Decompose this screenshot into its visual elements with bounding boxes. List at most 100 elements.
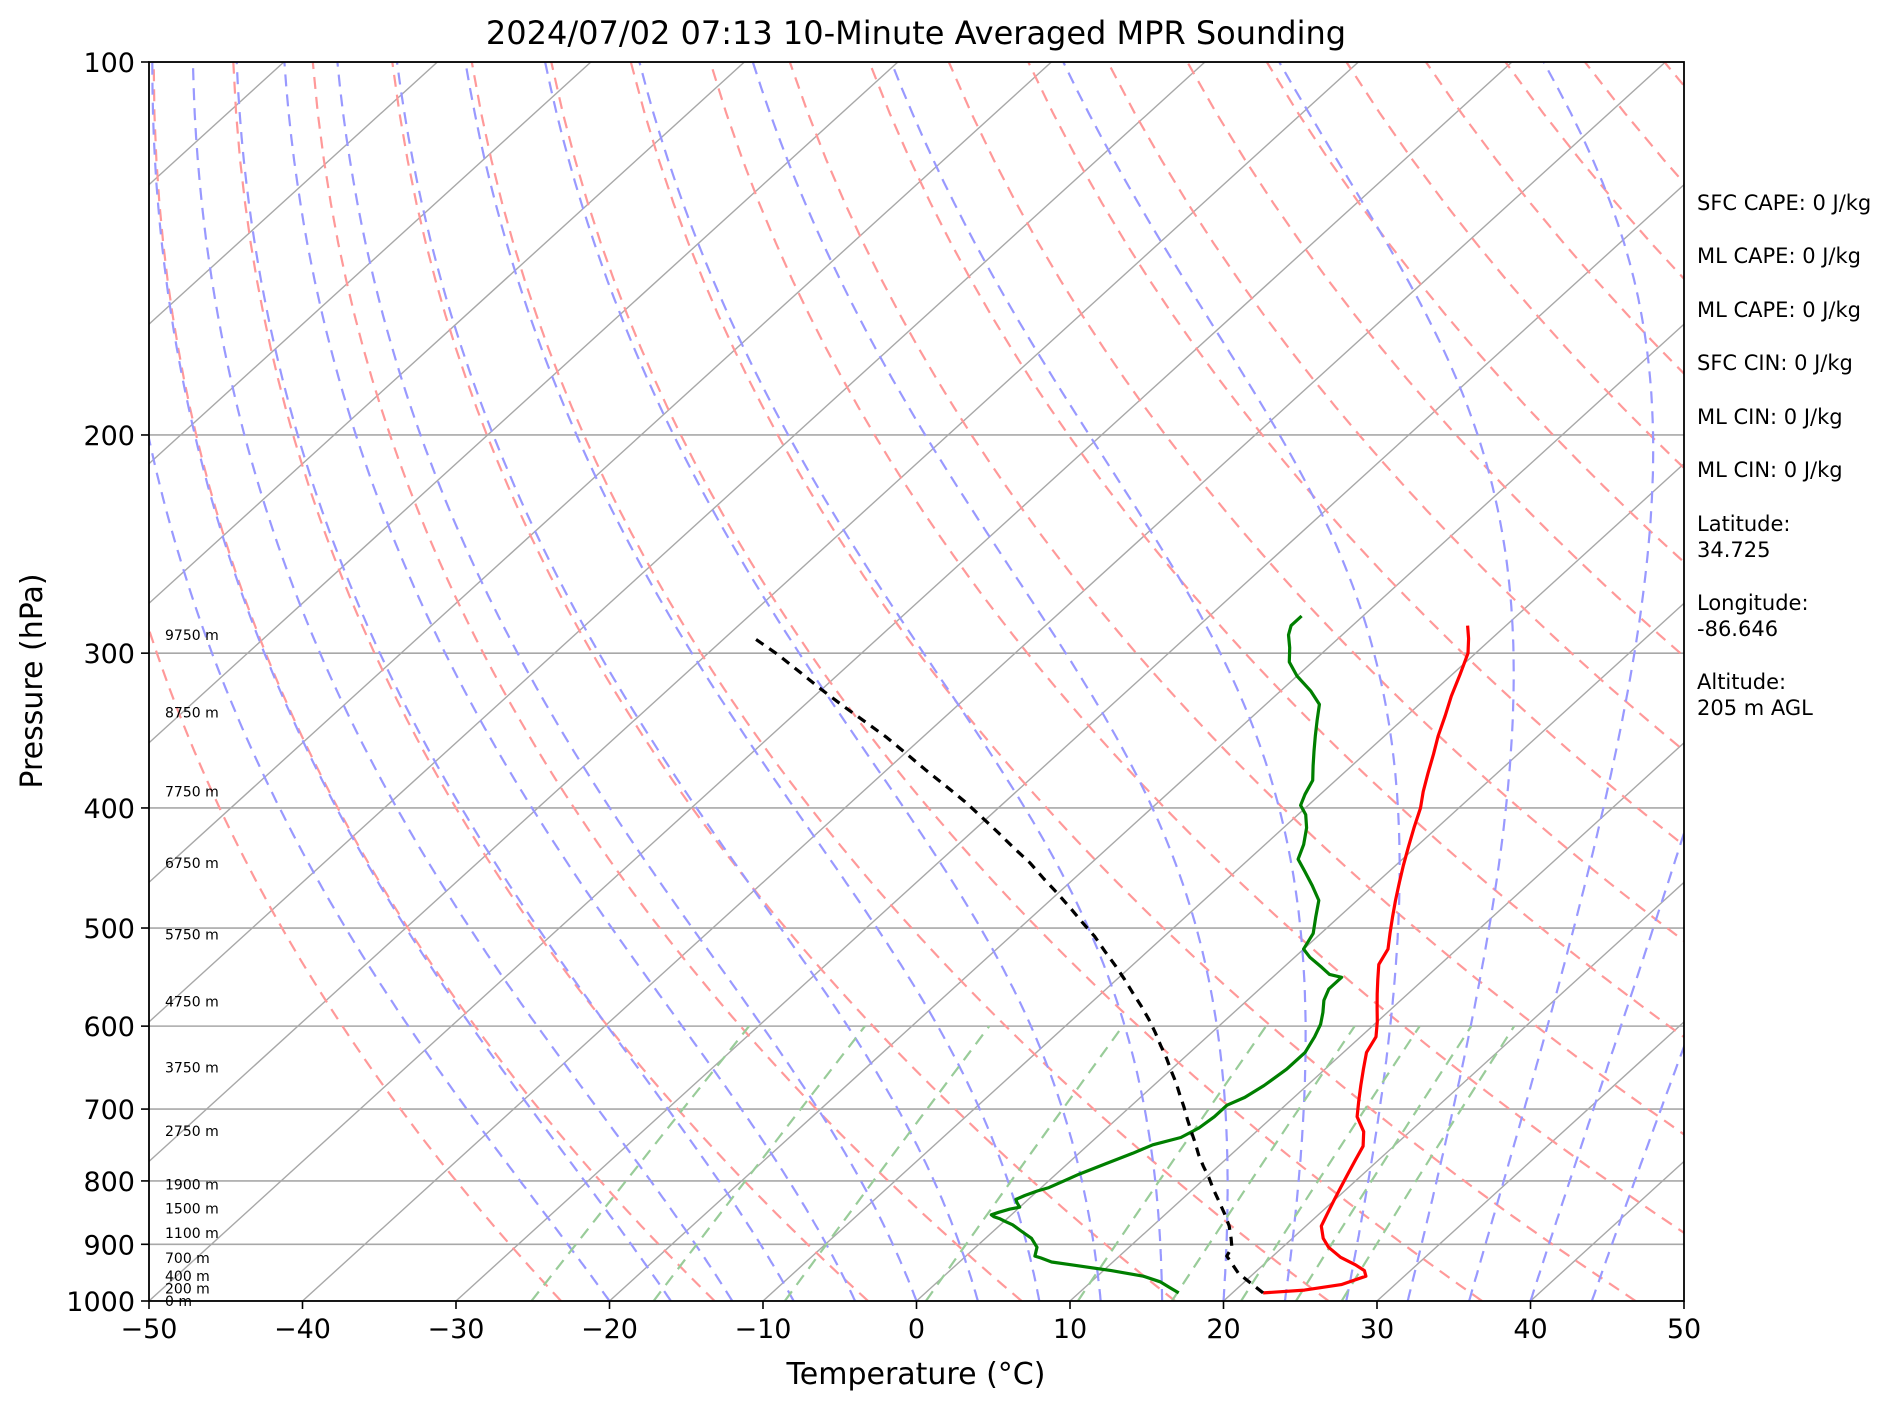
dry-adiabat-line [470, 62, 1330, 1301]
moist-adiabat-line [235, 62, 795, 1301]
moist-adiabat-line [149, 433, 611, 1301]
isotherm-line [302, 62, 1666, 1301]
x-tick-label: −20 [581, 1314, 638, 1345]
dry-adiabat-line [1106, 62, 1684, 753]
isotherm-line [149, 62, 899, 744]
dry-adiabat-line [311, 62, 1023, 1301]
x-tick-label: −30 [428, 1314, 485, 1345]
altitude-text: Altitude: 205 m AGL [1697, 670, 1813, 720]
dry-adiabat-line [868, 62, 1684, 1039]
isotherm-line [149, 62, 745, 605]
x-tick-label: 0 [908, 1314, 925, 1345]
height-label: 8750 m [165, 706, 219, 722]
x-tick-label: −10 [735, 1314, 792, 1345]
height-label: 6750 m [165, 856, 219, 872]
moist-adiabat-line [544, 62, 1102, 1301]
y-tick-label: 500 [83, 914, 135, 945]
sfc-cape-text: SFC CAPE: 0 J/kg [1697, 191, 1871, 215]
isotherm-line [149, 62, 1359, 1163]
moist-adiabat-line [191, 62, 734, 1301]
y-tick-label: 800 [83, 1167, 135, 1198]
mixing-ratio-line [1076, 1025, 1268, 1301]
ml-cin-text-2: ML CIN: 0 J/kg [1697, 458, 1843, 482]
y-tick-label: 700 [83, 1095, 135, 1126]
isotherm-line [916, 602, 1684, 1301]
height-label: 5750 m [165, 927, 219, 943]
stat-line: -86.646 [1697, 617, 1778, 641]
x-tick-label: 40 [1513, 1314, 1547, 1345]
moist-adiabat-line [283, 62, 857, 1301]
mixing-ratio-line [783, 1025, 991, 1301]
isotherm-line [455, 183, 1684, 1301]
ml-cape-text: ML CAPE: 0 J/kg [1697, 244, 1861, 268]
isotherm-line [1376, 1020, 1684, 1301]
ml-cape-text-2: ML CAPE: 0 J/kg [1697, 298, 1861, 322]
x-axis-label: Temperature (°C) [786, 1357, 1046, 1392]
height-label: 400 m [165, 1269, 210, 1285]
sfc-cin-text: SFC CIN: 0 J/kg [1697, 351, 1853, 375]
y-tick-label: 1000 [66, 1287, 135, 1318]
height-label: 7750 m [165, 785, 219, 801]
latitude-text: Latitude: 34.725 [1697, 512, 1791, 562]
moist-adiabat-line [1062, 62, 1401, 1301]
dry-adiabat-line [152, 62, 716, 1301]
x-tick-label: 50 [1667, 1314, 1701, 1345]
mixing-ratio-line [925, 1025, 1124, 1301]
chart-title: 2024/07/02 07:13 10-Minute Averaged MPR … [486, 14, 1346, 52]
isotherm-line [609, 323, 1684, 1301]
height-label: 1100 m [165, 1226, 219, 1242]
x-tick-label: 10 [1053, 1314, 1087, 1345]
dry-adiabat-line [709, 62, 1684, 1235]
sounding-stats: SFC CAPE: 0 J/kg ML CAPE: 0 J/kg ML CAPE… [1697, 191, 1871, 720]
parcel-line [753, 637, 1265, 1295]
height-label: 4750 m [165, 994, 219, 1010]
y-tick-label: 200 [83, 421, 135, 452]
mixing-ratio-line [1340, 1025, 1516, 1301]
dry-adiabat-line [947, 62, 1684, 943]
moist-adiabat-line [638, 62, 1164, 1301]
isotherm-line [1223, 881, 1684, 1301]
isotherm-line [149, 62, 1052, 884]
mixing-ratio-line [1170, 1025, 1356, 1301]
dry-adiabat-line [629, 62, 1637, 1301]
dry-adiabat-line [1027, 62, 1684, 847]
dry-adiabat-line [149, 626, 562, 1301]
stat-line: Longitude: [1697, 591, 1809, 615]
isotherm-line [762, 462, 1684, 1301]
height-label: 3750 m [165, 1061, 219, 1077]
moist-adiabat-line [151, 62, 672, 1301]
dry-adiabat-line [788, 62, 1684, 1136]
height-label: 200 m [165, 1281, 210, 1297]
height-label: 9750 m [165, 628, 219, 644]
x-tick-label: 30 [1360, 1314, 1394, 1345]
moist-adiabat-line [1278, 62, 1515, 1301]
stat-line: 34.725 [1697, 538, 1770, 562]
ml-cin-text: ML CIN: 0 J/kg [1697, 405, 1843, 429]
dewpoint-line [989, 614, 1344, 1295]
height-label: 0 m [165, 1294, 192, 1310]
mixing-ratio-line [652, 1025, 866, 1301]
dry-adiabat-line [1186, 62, 1684, 658]
y-tick-label: 100 [83, 48, 135, 79]
stat-line: 205 m AGL [1697, 696, 1813, 720]
y-tick-label: 400 [83, 794, 135, 825]
isotherm-line [149, 62, 1206, 1023]
background-lines [149, 62, 1684, 1301]
plot-frame [148, 61, 1685, 1302]
moist-adiabat-line [395, 62, 979, 1301]
y-tick-label: 600 [83, 1012, 135, 1043]
isotherm-line [149, 62, 592, 465]
mixing-ratio-line [1295, 1025, 1473, 1301]
height-label: 1900 m [165, 1177, 219, 1193]
mixing-ratio-line [1240, 1025, 1421, 1301]
height-label: 1500 m [165, 1201, 219, 1217]
isotherm-line [1069, 741, 1684, 1301]
x-tick-label: −40 [274, 1314, 331, 1345]
dry-adiabat-line [550, 62, 1483, 1301]
stat-line: Latitude: [1697, 512, 1791, 536]
y-tick-label: 900 [83, 1230, 135, 1261]
dry-adiabat-line [1265, 62, 1684, 564]
moist-adiabat-line [1468, 62, 1655, 1301]
